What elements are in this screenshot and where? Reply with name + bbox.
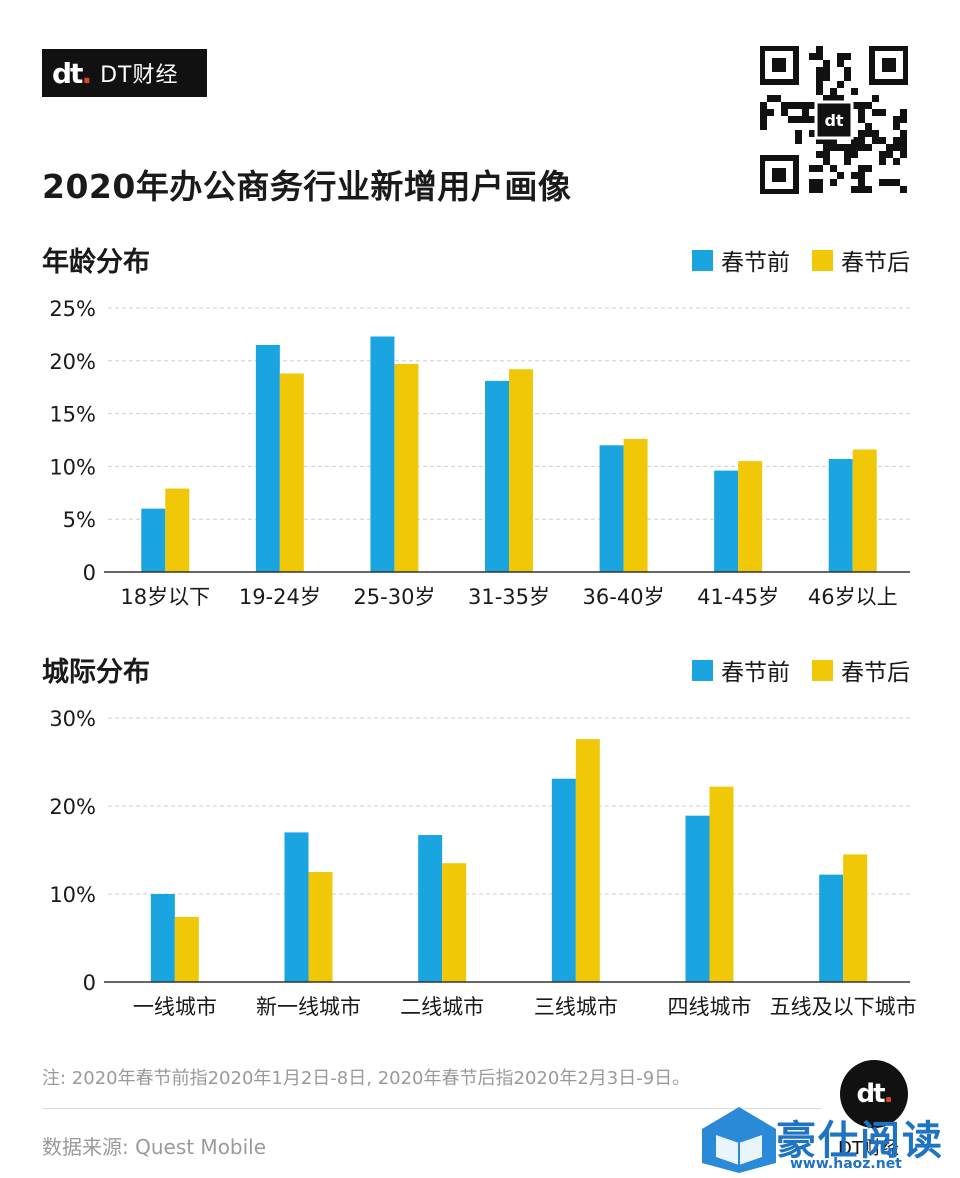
bar-before (819, 874, 844, 982)
bar-after (623, 438, 648, 572)
bar-after (709, 786, 734, 982)
y-tick-label: 20% (49, 795, 96, 819)
legend-after: 春节后 (812, 243, 910, 277)
x-category-label: 一线城市 (133, 995, 217, 1019)
footnote: 注: 2020年春节前指2020年1月2日-8日, 2020年春节后指2020年… (42, 1068, 691, 1089)
legend-label-after: 春节后 (841, 250, 910, 276)
x-category-label: 41-45岁 (697, 585, 779, 609)
bar-after (394, 363, 419, 572)
bar-after (575, 739, 600, 982)
legend-swatch-before (692, 659, 713, 681)
watermark-text: 豪仕阅读 (776, 1118, 944, 1164)
bar-after (279, 373, 304, 572)
bar-before (599, 445, 624, 572)
bar-after (509, 369, 533, 572)
y-tick-label: 10% (49, 883, 96, 907)
y-tick-label: 5% (63, 508, 96, 532)
data-source: 数据来源: Quest Mobile (42, 1135, 267, 1159)
x-category-label: 三线城市 (534, 995, 618, 1019)
book-logo-icon (702, 1107, 776, 1173)
chart-city-title: 城际分布 (42, 657, 150, 688)
chart-age-title: 年龄分布 (42, 247, 150, 278)
x-category-label: 25-30岁 (353, 585, 435, 609)
bar-after (852, 449, 877, 572)
legend-swatch-after (812, 659, 833, 681)
svg-text:dt: dt (824, 111, 843, 130)
bar-before (828, 459, 853, 572)
chart-city-legend: 春节前 春节后 (692, 653, 910, 687)
y-tick-label: 0 (83, 971, 96, 995)
divider (42, 1108, 822, 1109)
x-category-label: 18岁以下 (120, 585, 210, 609)
watermark-url: www.haoz.net (790, 1156, 902, 1172)
brand-logo: dt. DT财经 (42, 49, 207, 97)
legend-label-after: 春节后 (841, 660, 910, 686)
legend-after: 春节后 (812, 653, 910, 687)
y-tick-label: 0 (83, 561, 96, 585)
bar-after (308, 872, 333, 982)
y-tick-label: 25% (49, 297, 96, 321)
legend-before: 春节前 (692, 243, 790, 277)
page-title: 2020年办公商务行业新增用户画像 (42, 167, 572, 206)
bar-before (485, 380, 509, 572)
bar-after (442, 863, 467, 982)
bar-before (551, 778, 576, 982)
bar-before (418, 835, 443, 982)
bar-before (150, 894, 175, 982)
chart-city: 0 10% 20% 30% 一线城市 新一线城市 二线城市 三线城市 四线城市 五线及以下城市 (49, 707, 917, 1019)
x-category-label: 36-40岁 (583, 585, 665, 609)
brand-name: DT财经 (100, 63, 179, 88)
y-tick-label: 15% (49, 403, 96, 427)
x-category-label: 新一线城市 (256, 995, 361, 1019)
legend-label-before: 春节前 (721, 250, 790, 276)
x-category-label: 五线及以下城市 (770, 995, 917, 1019)
y-tick-label: 30% (49, 707, 96, 731)
x-category-label: 19-24岁 (239, 585, 321, 609)
legend-before: 春节前 (692, 653, 790, 687)
legend-label-before: 春节前 (721, 660, 790, 686)
y-tick-label: 10% (49, 455, 96, 479)
x-category-label: 二线城市 (400, 995, 484, 1019)
bar-before (370, 336, 395, 572)
dt-badge-icon: dt. (840, 1060, 908, 1128)
bar-after (174, 916, 199, 982)
bar-before (685, 815, 710, 982)
bar-before (714, 470, 739, 572)
bar-after (165, 488, 190, 572)
bar-before (284, 832, 309, 982)
bar-before (141, 508, 166, 572)
bar-after (738, 461, 763, 572)
legend-swatch-after (812, 249, 833, 271)
x-category-label: 四线城市 (668, 995, 752, 1019)
badge-caption: DT财经 (838, 1138, 899, 1159)
dt-logo-mark: dt. (52, 56, 92, 90)
legend-swatch-before (692, 249, 713, 271)
bar-after (843, 854, 868, 982)
x-category-label: 31-35岁 (468, 585, 550, 609)
bar-before (255, 344, 280, 572)
chart-age: 0 5% 10% 15% 20% 25% 18岁以下 19-24岁 25-30岁 31-35岁 36… (49, 297, 910, 609)
qr-code-icon: dt (760, 46, 908, 194)
chart-age-legend: 春节前 春节后 (692, 243, 910, 277)
x-category-label: 46岁以上 (808, 585, 898, 609)
y-tick-label: 20% (49, 350, 96, 374)
